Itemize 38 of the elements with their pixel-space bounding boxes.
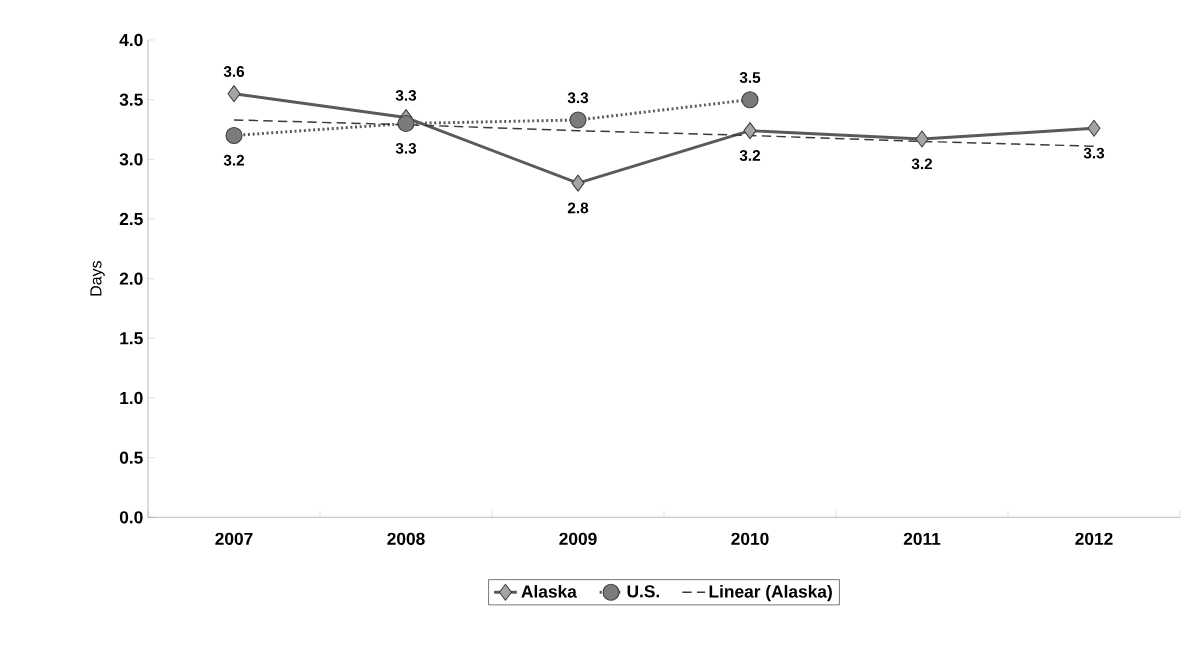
legend-label: Alaska (521, 584, 577, 598)
point (743, 122, 757, 140)
point (227, 85, 241, 103)
y-tick-label: 1.5 (120, 332, 143, 345)
x-tick-label: 2008 (387, 532, 425, 545)
x-tick-label: 2007 (215, 532, 253, 545)
point (225, 126, 243, 144)
data-label: 3.5 (739, 72, 761, 83)
point (1087, 119, 1101, 137)
data-label: 3.2 (223, 154, 245, 166)
y-tick-label: 0.5 (119, 451, 143, 464)
legend-label: U.S. (627, 585, 660, 598)
y-tick-label: 1.0 (120, 391, 143, 405)
point (569, 111, 587, 129)
y-tick-label: 4.0 (119, 33, 143, 47)
x-tick-label: 2010 (731, 532, 769, 545)
data-label: 3.3 (395, 89, 417, 101)
point (571, 174, 585, 192)
data-label: 3.2 (911, 158, 933, 170)
x-tick-label: 2011 (903, 532, 941, 545)
point (397, 114, 415, 133)
data-label: 3.2 (739, 150, 761, 161)
y-axis-title: Days (90, 261, 105, 296)
point (915, 130, 929, 148)
x-tick-label: 2012 (1075, 532, 1113, 545)
y-tick-label: 3.5 (119, 93, 143, 106)
data-label: 3.3 (395, 142, 417, 154)
data-label: 3.3 (567, 92, 589, 104)
y-tick-label: 2.0 (119, 272, 143, 285)
y-tick-label: 2.5 (119, 212, 143, 226)
y-tick-label: 0.0 (119, 511, 143, 524)
point (741, 91, 759, 109)
data-label: 3.6 (223, 66, 245, 77)
x-tick-label: 2009 (559, 532, 597, 545)
y-tick-label: 3.0 (119, 153, 143, 166)
legend-label: Linear (Alaska) (709, 584, 832, 602)
data-label: 2.8 (567, 202, 589, 214)
data-label: 3.3 (1083, 147, 1105, 159)
